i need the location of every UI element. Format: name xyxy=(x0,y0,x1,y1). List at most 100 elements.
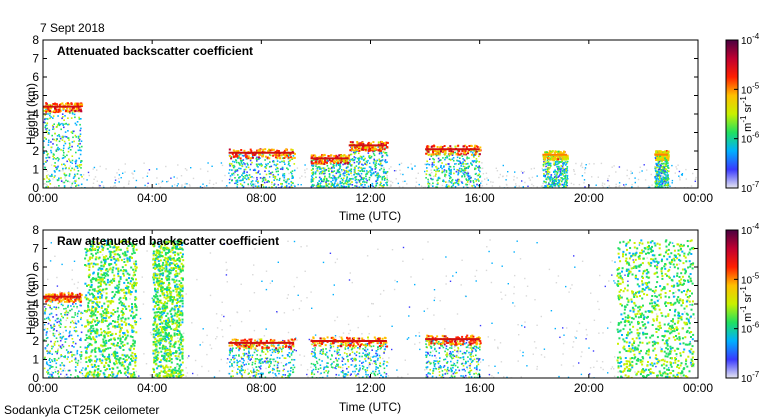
signal-pixel xyxy=(664,168,667,170)
signal-pixel xyxy=(434,175,437,177)
layer-pixel xyxy=(444,152,447,155)
signal-pixel xyxy=(270,165,273,168)
signal-pixel xyxy=(442,157,444,159)
signal-pixel xyxy=(80,312,82,315)
signal-pixel xyxy=(47,113,49,115)
noise-pixel xyxy=(183,332,185,334)
noise-pixel xyxy=(493,376,495,378)
signal-pixel xyxy=(476,166,479,168)
signal-pixel xyxy=(478,169,480,171)
noise-pixel xyxy=(349,272,351,274)
noise-pixel xyxy=(568,291,570,293)
signal-pixel xyxy=(284,163,286,165)
noise-pixel xyxy=(53,186,56,188)
noise-pixel xyxy=(585,338,587,340)
signal-pixel xyxy=(67,147,70,150)
signal-pixel xyxy=(102,317,105,319)
noise-pixel xyxy=(82,374,84,377)
signal-pixel xyxy=(73,354,75,356)
signal-pixel xyxy=(64,115,66,117)
layer-pixel xyxy=(667,154,670,156)
layer-pixel xyxy=(262,154,264,157)
signal-pixel xyxy=(101,305,104,308)
noise-pixel xyxy=(132,173,134,175)
noise-pixel xyxy=(513,292,515,295)
signal-pixel xyxy=(317,185,320,187)
noise-pixel xyxy=(185,375,187,377)
noise-pixel xyxy=(580,165,582,167)
signal-pixel xyxy=(259,177,262,179)
signal-pixel xyxy=(359,157,361,160)
layer-pixel xyxy=(461,150,464,152)
noise-pixel xyxy=(341,170,343,173)
noise-pixel xyxy=(329,177,331,179)
signal-pixel xyxy=(135,266,138,269)
signal-pixel xyxy=(236,169,239,172)
signal-pixel xyxy=(236,179,239,182)
noise-pixel xyxy=(468,183,470,185)
x-tick-label: 12:00 xyxy=(355,191,385,205)
noise-pixel xyxy=(223,243,226,245)
signal-pixel xyxy=(248,174,251,176)
noise-pixel xyxy=(143,353,145,355)
signal-pixel xyxy=(362,186,365,188)
signal-pixel xyxy=(51,124,54,127)
signal-pixel xyxy=(545,171,547,173)
signal-pixel xyxy=(132,368,135,370)
signal-pixel xyxy=(384,151,387,154)
signal-pixel xyxy=(386,181,388,184)
noise-pixel xyxy=(681,376,683,378)
signal-pixel xyxy=(95,360,98,363)
signal-pixel xyxy=(231,174,234,176)
signal-pixel xyxy=(380,182,382,185)
signal-pixel xyxy=(657,168,660,171)
noise-pixel xyxy=(90,352,92,354)
layer-pixel xyxy=(661,150,664,153)
layer-pixel xyxy=(277,153,280,156)
signal-pixel xyxy=(448,155,450,157)
noise-pixel xyxy=(515,185,517,187)
noise-pixel xyxy=(293,240,296,243)
signal-pixel xyxy=(314,171,317,174)
noise-pixel xyxy=(247,184,250,187)
signal-pixel xyxy=(554,169,556,171)
layer-pixel xyxy=(244,153,247,156)
signal-pixel xyxy=(559,173,561,176)
signal-pixel xyxy=(352,159,354,162)
signal-pixel xyxy=(75,185,77,187)
signal-pixel xyxy=(445,185,447,188)
signal-pixel xyxy=(99,285,102,288)
signal-pixel xyxy=(75,124,78,126)
signal-pixel xyxy=(438,170,440,172)
noise-pixel xyxy=(149,331,152,334)
signal-pixel xyxy=(562,170,565,172)
noise-pixel xyxy=(400,162,403,164)
signal-pixel xyxy=(311,183,314,186)
noise-pixel xyxy=(559,176,561,179)
signal-pixel xyxy=(68,334,71,337)
signal-pixel xyxy=(61,315,63,318)
signal-pixel xyxy=(466,181,469,183)
signal-pixel xyxy=(463,173,465,175)
signal-pixel xyxy=(78,138,81,141)
noise-pixel xyxy=(177,164,179,166)
signal-pixel xyxy=(668,170,670,173)
signal-pixel xyxy=(57,372,59,375)
signal-pixel xyxy=(337,171,339,174)
layer-pixel xyxy=(270,148,273,151)
noise-pixel xyxy=(129,298,131,300)
signal-pixel xyxy=(379,181,382,184)
noise-pixel xyxy=(157,289,159,291)
signal-pixel xyxy=(288,186,291,188)
signal-pixel xyxy=(563,162,565,164)
noise-pixel xyxy=(287,331,290,334)
signal-pixel xyxy=(79,135,81,137)
signal-pixel xyxy=(68,361,71,363)
noise-pixel xyxy=(494,365,496,367)
noise-pixel xyxy=(462,172,464,174)
noise-pixel xyxy=(226,362,228,364)
signal-pixel xyxy=(255,172,258,174)
signal-pixel xyxy=(313,159,315,161)
layer-pixel xyxy=(54,299,57,302)
noise-pixel xyxy=(47,174,49,176)
